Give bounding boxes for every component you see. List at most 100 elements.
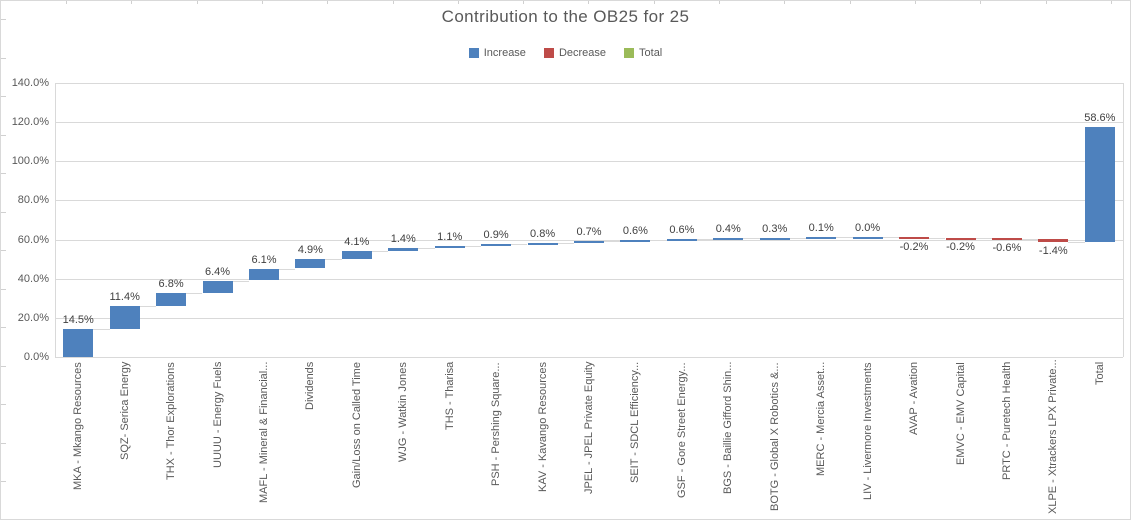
waterfall-bar (249, 268, 279, 281)
plot-right-border (1123, 83, 1124, 357)
waterfall-bar (991, 238, 1022, 241)
bar-value-label: 0.8% (530, 227, 556, 240)
spreadsheet-grid-stub (1045, 1, 1047, 4)
bar-value-label: 0.6% (622, 225, 648, 238)
connector-line (464, 246, 482, 247)
spreadsheet-grid-stub (1, 173, 6, 174)
bar-value-label: -1.4% (1038, 245, 1068, 258)
connector-line (418, 248, 435, 250)
waterfall-bar (63, 328, 94, 357)
bar-value-label: 4.1% (344, 235, 370, 248)
y-gridline (55, 83, 1123, 84)
category-label: Gain/Loss on Called Time (350, 362, 363, 488)
connector-line (232, 280, 249, 282)
connector-line (836, 237, 853, 239)
connector-line (186, 293, 203, 294)
bar-value-label: 11.4% (109, 291, 140, 304)
category-label: AVAP - Avation (908, 362, 920, 436)
category-label: UUUU - Energy Fuels (211, 362, 224, 469)
spreadsheet-grid-stub (1, 96, 6, 97)
connector-line (650, 240, 667, 242)
legend-swatch-icon (624, 48, 635, 58)
y-axis-tick-label: 0.0% (23, 351, 49, 363)
bar-value-label: 14.5% (62, 313, 94, 326)
category-label: THS - Tharisa (443, 362, 456, 431)
connector-line (139, 306, 157, 308)
waterfall-bar (1084, 127, 1115, 243)
legend-item: Decrease (543, 47, 607, 59)
waterfall-bar (1038, 239, 1069, 243)
bar-value-label: 0.9% (483, 229, 509, 242)
category-label: MKA - Mkango Resources (72, 362, 85, 490)
category-label: SEIT - SDCL Efficiency... (629, 362, 642, 484)
y-gridline (55, 200, 1123, 202)
bar-value-label: 4.9% (297, 243, 323, 256)
y-axis-tick-label: 60.0% (17, 233, 49, 246)
waterfall-bar (666, 239, 697, 241)
category-label: MERC - Mercia Asset... (815, 362, 828, 477)
waterfall-bar (388, 248, 419, 251)
connector-line (743, 238, 760, 240)
category-label: KAV - Kavango Resources (536, 362, 549, 493)
legend-label: Increase (483, 47, 526, 59)
bar-value-label: 0.4% (715, 223, 741, 236)
waterfall-bar (434, 246, 465, 249)
spreadsheet-grid-stub (1, 365, 6, 367)
y-axis-tick-label: 100.0% (11, 155, 49, 168)
bar-value-label: 0.3% (762, 222, 788, 235)
bar-value-label: 0.1% (808, 222, 834, 235)
y-gridline (55, 317, 1123, 319)
legend-swatch-icon (468, 48, 479, 58)
category-label: WJG - Watkin Jones (397, 362, 410, 462)
y-axis-tick-label: 20.0% (17, 311, 49, 324)
spreadsheet-grid-stub (653, 1, 655, 4)
chart-legend: Increase Decrease Total (1, 47, 1130, 59)
y-axis-tick-label: 140.0% (11, 77, 49, 89)
bar-value-label: -0.2% (946, 241, 975, 254)
spreadsheet-grid-stub (588, 1, 590, 4)
spreadsheet-grid-stub (849, 1, 851, 4)
category-label: EMVC - EMV Capital (954, 362, 967, 465)
category-label: MAFL - Mineral & Financial... (258, 362, 270, 504)
spreadsheet-grid-stub (914, 1, 916, 4)
waterfall-bar (341, 250, 372, 259)
spreadsheet-grid-stub (457, 1, 459, 4)
connector-line (696, 239, 714, 240)
waterfall-bar (899, 237, 929, 240)
y-gridline (55, 357, 1123, 358)
category-label: SQZ- Serica Energy (118, 362, 131, 461)
connector-line (929, 237, 946, 239)
connector-line (975, 238, 992, 240)
category-label: BGS - Baillie Gifford Shin... (722, 362, 735, 495)
spreadsheet-grid-stub (1, 19, 6, 20)
bar-value-label: 6.8% (158, 278, 184, 290)
connector-line (604, 241, 621, 243)
bar-value-label: 1.4% (390, 233, 416, 246)
bar-value-label: 0.6% (669, 224, 695, 236)
legend-label: Decrease (558, 47, 607, 59)
spreadsheet-grid-stub (66, 1, 67, 4)
bar-value-label: 1.1% (437, 231, 463, 243)
waterfall-bar (481, 244, 512, 247)
connector-line (882, 237, 899, 239)
spreadsheet-grid-stub (196, 1, 198, 4)
waterfall-bar (109, 306, 140, 329)
waterfall-bar (527, 242, 558, 245)
category-label: Total (1093, 362, 1106, 386)
spreadsheet-grid-stub (1, 57, 6, 59)
spreadsheet-grid-stub (1, 288, 6, 290)
spreadsheet-grid-stub (1, 250, 6, 251)
y-axis-tick-label: 40.0% (17, 272, 49, 285)
connector-line (789, 237, 807, 239)
spreadsheet-grid-stub (1, 211, 6, 213)
connector-line (279, 268, 296, 270)
spreadsheet-grid-stub (1, 134, 6, 136)
waterfall-bar (713, 238, 744, 241)
spreadsheet-grid-stub (131, 1, 133, 4)
category-label: JPEL - JPEL Private Equity (583, 362, 595, 495)
category-label: GSF - Gore Street Energy... (675, 362, 688, 498)
spreadsheet-grid-stub (1, 404, 6, 405)
y-axis-tick-label: 120.0% (11, 116, 49, 129)
